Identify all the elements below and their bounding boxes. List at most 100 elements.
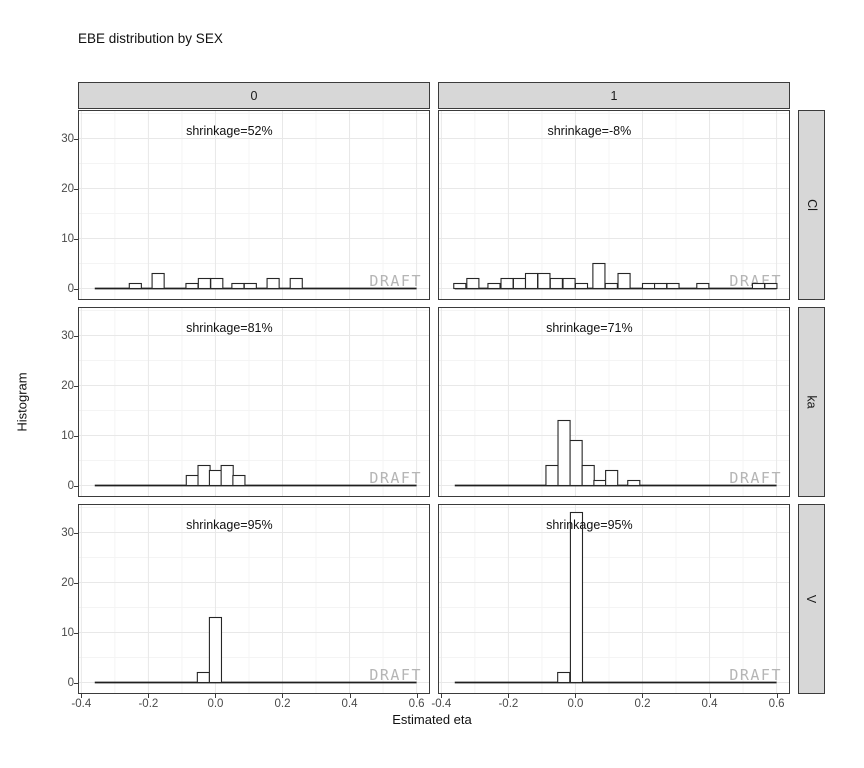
histogram-bar [764, 282, 778, 290]
facet-row-strip-V: V [798, 504, 825, 694]
facet-row-strip-label: Cl [804, 199, 819, 211]
draft-watermark: DRAFT [369, 666, 422, 684]
draft-watermark: DRAFT [729, 469, 782, 487]
histogram-bar [581, 464, 595, 487]
x-axis-title: Estimated eta [0, 712, 864, 727]
histogram-bar [512, 277, 527, 290]
y-tick-label: 10 [61, 232, 74, 245]
histogram-bar [751, 282, 766, 290]
x-tick-label: -0.2 [138, 698, 159, 710]
facet-col-strip-1: 1 [438, 82, 790, 109]
y-tick-mark [74, 188, 78, 190]
x-tick-mark [575, 694, 577, 698]
x-tick-label: 0.2 [634, 698, 651, 710]
histogram-bar [537, 272, 551, 290]
x-tick-mark [416, 694, 418, 698]
y-tick-mark [74, 335, 78, 337]
histogram-bar [604, 282, 618, 290]
x-tick-mark [81, 694, 83, 698]
facet-row-strip-ka: ka [798, 307, 825, 497]
histogram-bar [208, 469, 223, 487]
histogram-bar [243, 282, 257, 290]
y-tick-mark [74, 532, 78, 534]
panel-V-1: DRAFT shrinkage=95% [438, 504, 790, 694]
x-tick-mark [709, 694, 711, 698]
histogram-bar [232, 474, 246, 487]
histogram-bar [549, 277, 563, 290]
x-tick-label: 0.2 [274, 698, 291, 710]
x-tick-label: 0.6 [768, 698, 785, 710]
histogram-bar [197, 277, 211, 290]
histogram-bar [128, 282, 142, 290]
shrinkage-label: shrinkage=-8% [547, 124, 631, 138]
histogram-bar [487, 282, 501, 290]
histogram-bar [569, 439, 583, 487]
y-tick-mark [74, 288, 78, 290]
histogram-bar [231, 282, 245, 290]
draft-watermark: DRAFT [369, 272, 422, 290]
histogram-bar [453, 282, 467, 290]
facet-col-strip-0: 0 [78, 82, 430, 109]
x-tick-label: 0.6 [408, 698, 425, 710]
draft-watermark: DRAFT [729, 666, 782, 684]
histogram-bar [151, 272, 165, 290]
x-tick-mark [441, 694, 443, 698]
histogram-bar [266, 277, 280, 290]
y-tick-mark [74, 238, 78, 240]
histogram-bar [627, 479, 641, 487]
x-tick-label: -0.2 [498, 698, 519, 710]
histogram-bar [466, 277, 480, 290]
y-tick-mark [74, 632, 78, 634]
y-tick-mark [74, 682, 78, 684]
shrinkage-label: shrinkage=71% [546, 321, 633, 335]
histogram-bar [569, 511, 584, 684]
shrinkage-label: shrinkage=81% [186, 321, 273, 335]
y-tick-mark [74, 582, 78, 584]
x-tick-mark [508, 694, 510, 698]
histogram-bar [208, 616, 223, 684]
x-tick-mark [282, 694, 284, 698]
y-tick-mark [74, 485, 78, 487]
histogram-bar [500, 277, 514, 290]
x-tick-mark [776, 694, 778, 698]
facet-row-strip-Cl: Cl [798, 110, 825, 300]
histogram-bar [196, 671, 210, 684]
histogram-bar [557, 671, 571, 684]
panel-Cl-0: DRAFT shrinkage=52% [78, 110, 430, 300]
histogram-bar [641, 282, 656, 290]
y-tick-mark [74, 138, 78, 140]
x-tick-label: 0.4 [701, 698, 718, 710]
shrinkage-label: shrinkage=95% [186, 518, 273, 532]
facet-row-strip-label: V [804, 594, 819, 604]
y-tick-label: 0 [67, 282, 74, 295]
histogram-bar [557, 419, 571, 487]
panel-ka-0: DRAFT shrinkage=81% [78, 307, 430, 497]
y-tick-label: 30 [61, 526, 74, 539]
y-tick-mark [74, 385, 78, 387]
y-tick-label: 20 [61, 576, 74, 589]
x-tick-label: -0.4 [71, 698, 92, 710]
x-tick-label: 0.0 [567, 698, 584, 710]
shrinkage-label: shrinkage=95% [546, 518, 633, 532]
histogram-bar [185, 474, 199, 487]
histogram-bar [524, 272, 539, 290]
y-tick-label: 0 [67, 676, 74, 689]
y-tick-label: 20 [61, 379, 74, 392]
histogram-bar [654, 282, 668, 290]
histogram-bar [574, 282, 589, 290]
histogram-bar [562, 277, 576, 290]
histogram-bar [197, 464, 211, 487]
y-tick-mark [74, 435, 78, 437]
panel-V-0: DRAFT shrinkage=95% [78, 504, 430, 694]
x-tick-label: 0.0 [207, 698, 224, 710]
x-tick-label: 0.4 [341, 698, 358, 710]
facet-row-strip-label: ka [804, 395, 819, 409]
histogram-bar [696, 282, 710, 290]
y-tick-label: 20 [61, 182, 74, 195]
x-tick-label: -0.4 [431, 698, 452, 710]
draft-watermark: DRAFT [369, 469, 422, 487]
x-tick-mark [642, 694, 644, 698]
y-tick-label: 10 [61, 626, 74, 639]
y-tick-label: 0 [67, 479, 74, 492]
